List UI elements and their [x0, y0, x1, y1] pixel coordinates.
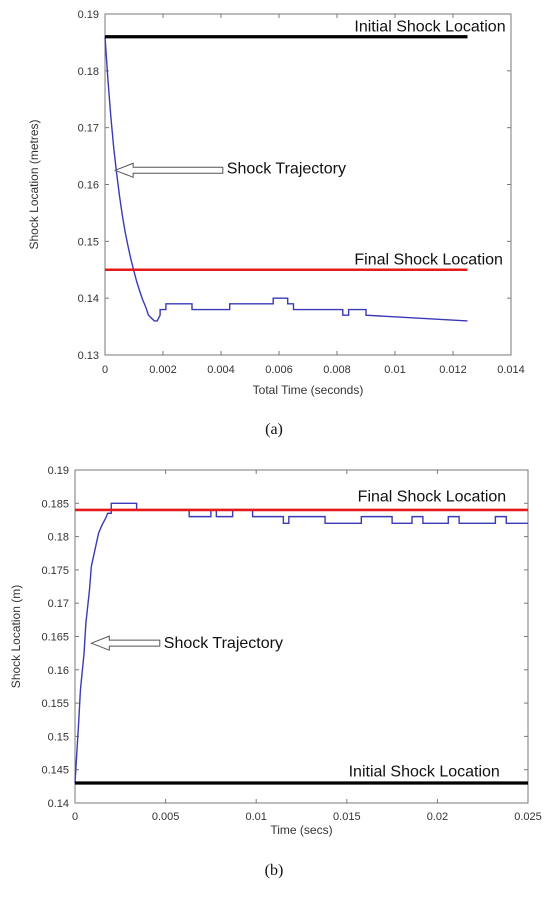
y-tick-label: 0.19: [78, 9, 99, 21]
y-tick-label: 0.145: [41, 765, 69, 777]
chart-1: 0 0.005 0.01 0.015 0.02 0.025 0.14 0.145 0.15 0.1…: [9, 465, 542, 879]
y-tick-label: 0.15: [48, 731, 69, 743]
y-tick-label: 0.19: [48, 465, 69, 477]
x-tick-label: 0.015: [333, 811, 361, 823]
annotation-text: Initial Shock Location: [349, 763, 500, 780]
y-tick-label: 0.18: [48, 532, 69, 544]
y-tick-label: 0.15: [78, 236, 99, 248]
y-tick-label: 0.155: [41, 698, 69, 710]
y-tick-label: 0.18: [78, 66, 99, 78]
y-tick-label: 0.165: [41, 632, 69, 644]
x-tick-label: 0: [72, 811, 78, 823]
x-axis-label: Time (secs): [270, 823, 332, 837]
x-tick-label: 0.002: [149, 364, 177, 376]
y-tick-label: 0.14: [48, 798, 69, 810]
series-line-trajectory: [104, 36, 468, 322]
x-tick-label: 0.02: [427, 811, 448, 823]
x-axis-label: Total Time (seconds): [253, 383, 364, 397]
x-tick-label: 0.014: [497, 364, 525, 376]
annotation-text: Shock Trajectory: [164, 635, 283, 652]
annotation-text: Final Shock Location: [358, 488, 507, 505]
x-tick-label: 0.01: [245, 811, 266, 823]
figure-caption: (a): [265, 421, 283, 438]
annotation-text: Initial Shock Location: [354, 18, 505, 35]
y-tick-label: 0.175: [41, 565, 69, 577]
y-tick-label: 0.14: [78, 293, 99, 305]
x-tick-label: 0.005: [152, 811, 180, 823]
y-axis-label: Shock Location (m): [9, 585, 23, 688]
y-axis-label: Shock Location (metres): [27, 119, 41, 249]
x-tick-label: 0.025: [514, 811, 542, 823]
annotation-text: Final Shock Location: [354, 251, 503, 268]
annotation-arrow: [89, 635, 161, 651]
y-tick-label: 0.185: [41, 498, 69, 510]
y-tick-label: 0.13: [78, 350, 99, 362]
figure-caption: (b): [265, 862, 284, 879]
y-tick-label: 0.16: [48, 665, 69, 677]
x-tick-label: 0.008: [323, 364, 351, 376]
plot-frame: [74, 469, 529, 804]
x-tick-label: 0.012: [439, 364, 467, 376]
x-tick-label: 0.006: [265, 364, 293, 376]
y-tick-label: 0.17: [78, 123, 99, 135]
y-tick-label: 0.17: [48, 598, 69, 610]
x-tick-label: 0.004: [207, 364, 235, 376]
annotation-text: Shock Trajectory: [227, 160, 346, 177]
chart-0: 0 0.002 0.004 0.006 0.008 0.01 0.012 0.014 0.13 0…: [27, 9, 525, 438]
x-tick-label: 0.01: [384, 364, 405, 376]
annotation-arrow: [113, 162, 224, 179]
x-tick-label: 0: [102, 364, 108, 376]
y-tick-label: 0.16: [78, 180, 99, 192]
